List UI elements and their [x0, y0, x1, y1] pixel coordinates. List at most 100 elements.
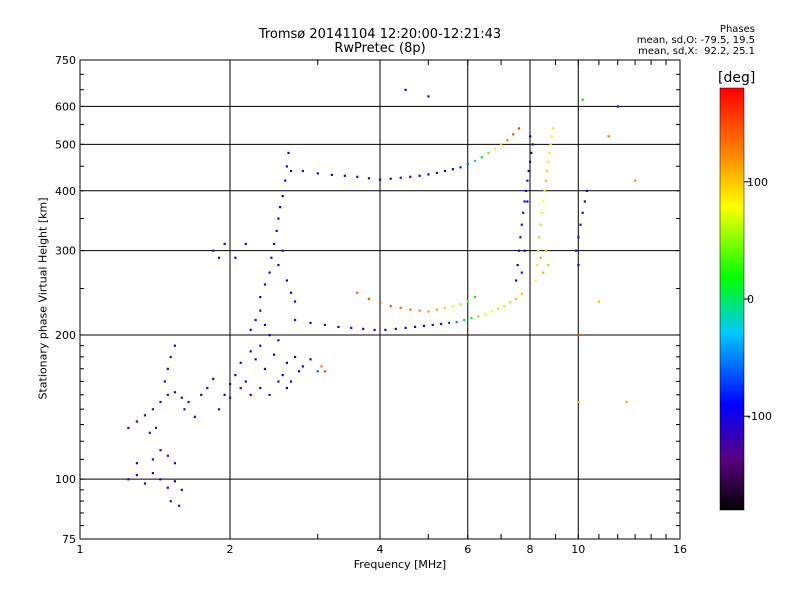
data-point [443, 306, 447, 309]
data-point [166, 486, 169, 489]
data-point [544, 249, 547, 252]
y-tick-label: 300 [55, 245, 76, 258]
data-point [289, 291, 293, 294]
data-point [320, 365, 323, 368]
data-point [470, 317, 473, 320]
data-point [547, 160, 550, 163]
x-tick-label: 10 [571, 543, 585, 556]
data-point [285, 165, 288, 168]
data-point [193, 415, 196, 418]
data-point [540, 211, 543, 214]
data-point [173, 480, 176, 483]
data-point [270, 256, 273, 259]
data-point [229, 396, 232, 399]
data-point [279, 206, 282, 209]
data-point [435, 171, 438, 174]
phase-stats-x: mean, sd,X: 92.2, 25.1 [638, 46, 755, 57]
data-point [350, 326, 353, 329]
data-point [285, 387, 288, 390]
data-point [418, 174, 421, 177]
data-point [427, 310, 430, 313]
data-point [135, 462, 138, 465]
data-point [597, 300, 601, 303]
data-point [473, 159, 476, 162]
data-point [447, 321, 451, 324]
data-point [323, 323, 326, 326]
colorbar-tick-label: 100 [747, 176, 768, 189]
data-point [362, 327, 365, 330]
data-point [394, 327, 397, 330]
data-point [530, 151, 533, 154]
colorbar [719, 87, 745, 511]
data-point [543, 189, 546, 192]
x-tick-label: 16 [673, 543, 687, 556]
data-point [187, 400, 190, 404]
data-point [422, 324, 426, 327]
colorbar-tick-label: 0 [747, 293, 754, 306]
data-point [516, 264, 519, 267]
data-point [249, 393, 252, 396]
data-point [581, 98, 584, 101]
data-point [435, 308, 438, 311]
data-points [127, 88, 637, 507]
y-tick-label: 750 [55, 54, 76, 67]
data-point [337, 325, 340, 328]
data-point [293, 300, 297, 303]
data-point [509, 301, 512, 304]
colorbar-tick-label: -100 [747, 410, 772, 423]
data-point [289, 380, 293, 383]
data-point [459, 166, 462, 169]
data-point [183, 408, 186, 411]
data-point [526, 200, 529, 203]
data-point [163, 380, 166, 383]
data-point [217, 256, 221, 259]
data-point [500, 143, 503, 146]
x-tick-label: 6 [464, 543, 471, 556]
data-point [151, 458, 154, 461]
data-point [463, 318, 466, 322]
data-point [537, 249, 540, 252]
data-point [581, 211, 584, 214]
data-point [523, 200, 526, 203]
data-point [309, 358, 312, 361]
data-point [634, 179, 637, 182]
data-point [451, 304, 454, 308]
y-tick-label: 100 [55, 473, 76, 486]
data-point [166, 454, 169, 457]
data-point [549, 143, 552, 146]
data-point [585, 189, 588, 192]
data-point [127, 426, 130, 429]
data-point [477, 315, 480, 318]
data-point [166, 367, 169, 370]
data-point [389, 304, 392, 308]
data-point [542, 271, 545, 274]
data-point [548, 151, 551, 154]
data-point [473, 296, 476, 299]
data-point [520, 223, 523, 226]
data-point [579, 223, 582, 226]
data-point [178, 504, 181, 507]
data-point [223, 242, 226, 245]
data-point [217, 408, 221, 411]
data-point [490, 310, 493, 313]
data-point [529, 135, 532, 138]
data-point [277, 217, 280, 220]
data-point [212, 249, 215, 252]
colorbar-ticks: 100 0 -100 [744, 176, 772, 423]
y-tick-label: 75 [62, 533, 76, 546]
data-point [577, 334, 580, 337]
data-point [293, 318, 297, 322]
data-point [373, 328, 376, 331]
axis-ticks: 1 2 4 6 8 10 16 75 100 200 300 400 500 600 750 [55, 54, 687, 556]
data-point [512, 133, 515, 136]
data-point [159, 449, 162, 452]
data-point [524, 189, 528, 192]
y-tick-label: 600 [55, 100, 76, 113]
data-point [526, 179, 529, 182]
data-point [439, 322, 443, 325]
data-point [259, 344, 262, 347]
x-tick-label: 1 [77, 543, 84, 556]
data-point [281, 195, 284, 198]
data-point [515, 297, 518, 300]
y-tick-label: 200 [55, 329, 76, 342]
